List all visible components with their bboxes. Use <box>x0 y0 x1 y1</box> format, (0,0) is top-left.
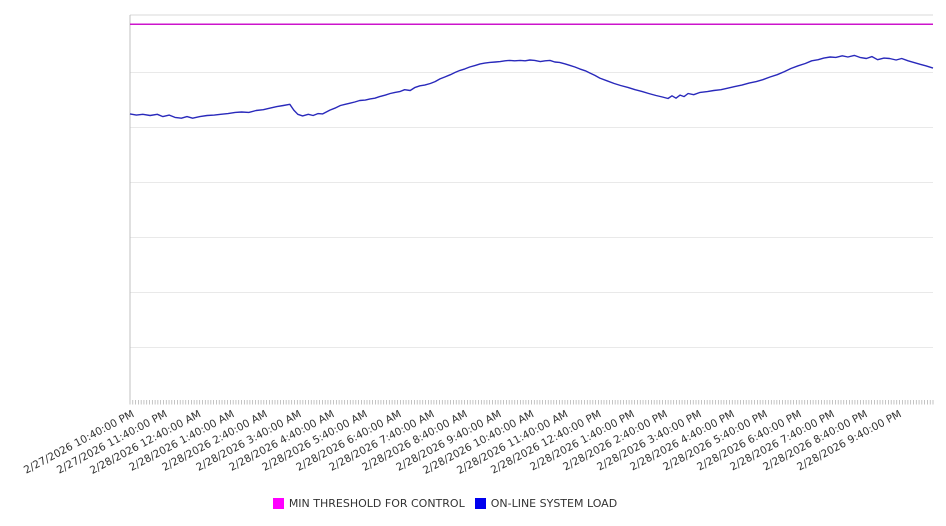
legend: MIN THRESHOLD FOR CONTROL ON-LINE SYSTEM … <box>0 497 918 510</box>
legend-label: ON-LINE SYSTEM LOAD <box>490 497 618 510</box>
x-axis-minor-ticks <box>129 400 934 405</box>
legend-swatch <box>474 498 486 509</box>
legend-label: MIN THRESHOLD FOR CONTROL <box>288 497 465 510</box>
load-series-line <box>129 54 934 119</box>
legend-item: ON-LINE SYSTEM LOAD <box>474 497 618 510</box>
legend-item: MIN THRESHOLD FOR CONTROL <box>272 497 465 510</box>
legend-swatch <box>272 498 284 509</box>
chart-canvas <box>129 14 934 405</box>
